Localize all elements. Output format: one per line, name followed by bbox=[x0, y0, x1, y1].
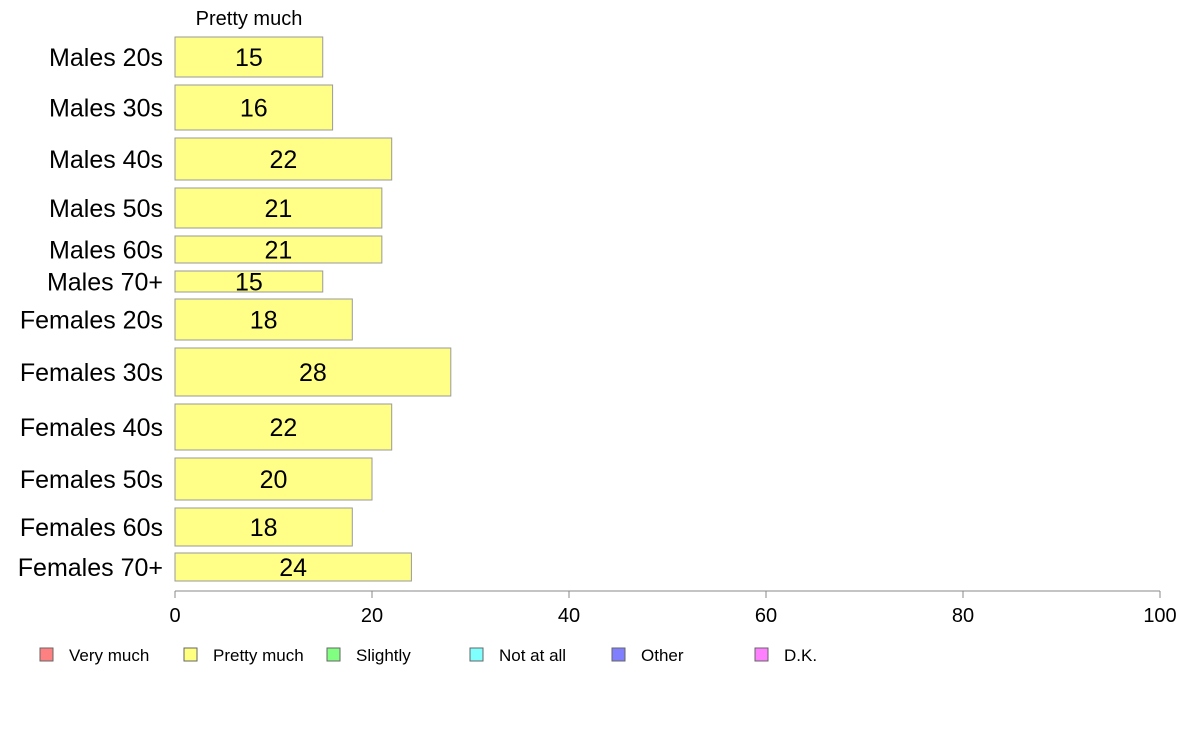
category-label: Females 40s bbox=[20, 414, 163, 442]
bar-value-label: 21 bbox=[265, 195, 293, 223]
bars-layer: Pretty much Males 20s 15 Males 30s 16 Males 4… bbox=[18, 8, 452, 582]
category-label: Females 60s bbox=[20, 514, 163, 542]
legend-swatch bbox=[469, 647, 484, 662]
category-label: Males 20s bbox=[49, 44, 163, 72]
x-axis: 0 20 40 60 80 100 bbox=[169, 590, 1177, 627]
bar-value-label: 24 bbox=[279, 554, 307, 582]
category-label: Males 40s bbox=[49, 146, 163, 174]
x-tick-label: 60 bbox=[755, 605, 777, 627]
category-label: Females 20s bbox=[20, 307, 163, 335]
legend-label: Pretty much bbox=[213, 646, 304, 665]
bar-females-60s bbox=[174, 507, 353, 547]
category-label: Males 50s bbox=[49, 195, 163, 223]
legend-label: Not at all bbox=[499, 646, 566, 665]
bar-value-label: 18 bbox=[250, 307, 278, 335]
bar-females-40s bbox=[174, 403, 393, 451]
legend-label: D.K. bbox=[784, 646, 817, 665]
bar-females-70- bbox=[174, 552, 412, 582]
x-tick-label: 40 bbox=[558, 605, 580, 627]
bar-females-50s bbox=[174, 457, 373, 501]
category-label: Females 30s bbox=[20, 359, 163, 387]
legend-swatch bbox=[754, 647, 769, 662]
category-label: Males 70+ bbox=[47, 269, 163, 297]
bar-value-label: 16 bbox=[240, 95, 268, 123]
legend-label: Other bbox=[641, 646, 684, 665]
legend-swatch bbox=[611, 647, 626, 662]
bar-value-label: 21 bbox=[265, 237, 293, 265]
legend-swatch bbox=[183, 647, 198, 662]
bar-females-20s bbox=[174, 298, 353, 341]
bar-value-label: 20 bbox=[260, 466, 288, 494]
bar-value-label: 22 bbox=[269, 414, 297, 442]
bar-males-60s bbox=[174, 235, 383, 264]
bar-males-70- bbox=[174, 270, 324, 293]
bar-males-20s bbox=[174, 36, 324, 78]
bar-value-label: 28 bbox=[299, 359, 327, 387]
bar-males-40s bbox=[174, 137, 393, 181]
bar-males-30s bbox=[174, 84, 334, 131]
category-label: Males 30s bbox=[49, 95, 163, 123]
x-tick-label: 0 bbox=[169, 605, 180, 627]
legend-swatch bbox=[326, 647, 341, 662]
legend-label: Slightly bbox=[356, 646, 411, 665]
bar-value-label: 15 bbox=[235, 269, 263, 297]
bar-males-50s bbox=[174, 187, 383, 229]
x-tick-label: 20 bbox=[361, 605, 383, 627]
bar-value-label: 22 bbox=[269, 146, 297, 174]
x-tick-label: 100 bbox=[1143, 605, 1176, 627]
category-label: Males 60s bbox=[49, 237, 163, 265]
legend-swatch bbox=[39, 647, 54, 662]
category-label: Females 70+ bbox=[18, 554, 163, 582]
bar-value-label: 18 bbox=[250, 514, 278, 542]
legend: Very much Pretty much Slightly Not at all Ot… bbox=[39, 646, 817, 665]
column-title: Pretty much bbox=[196, 8, 303, 30]
category-label: Females 50s bbox=[20, 466, 163, 494]
x-tick-label: 80 bbox=[952, 605, 974, 627]
legend-label: Very much bbox=[69, 646, 149, 665]
bar-value-label: 15 bbox=[235, 44, 263, 72]
bar-females-30s bbox=[174, 347, 452, 397]
